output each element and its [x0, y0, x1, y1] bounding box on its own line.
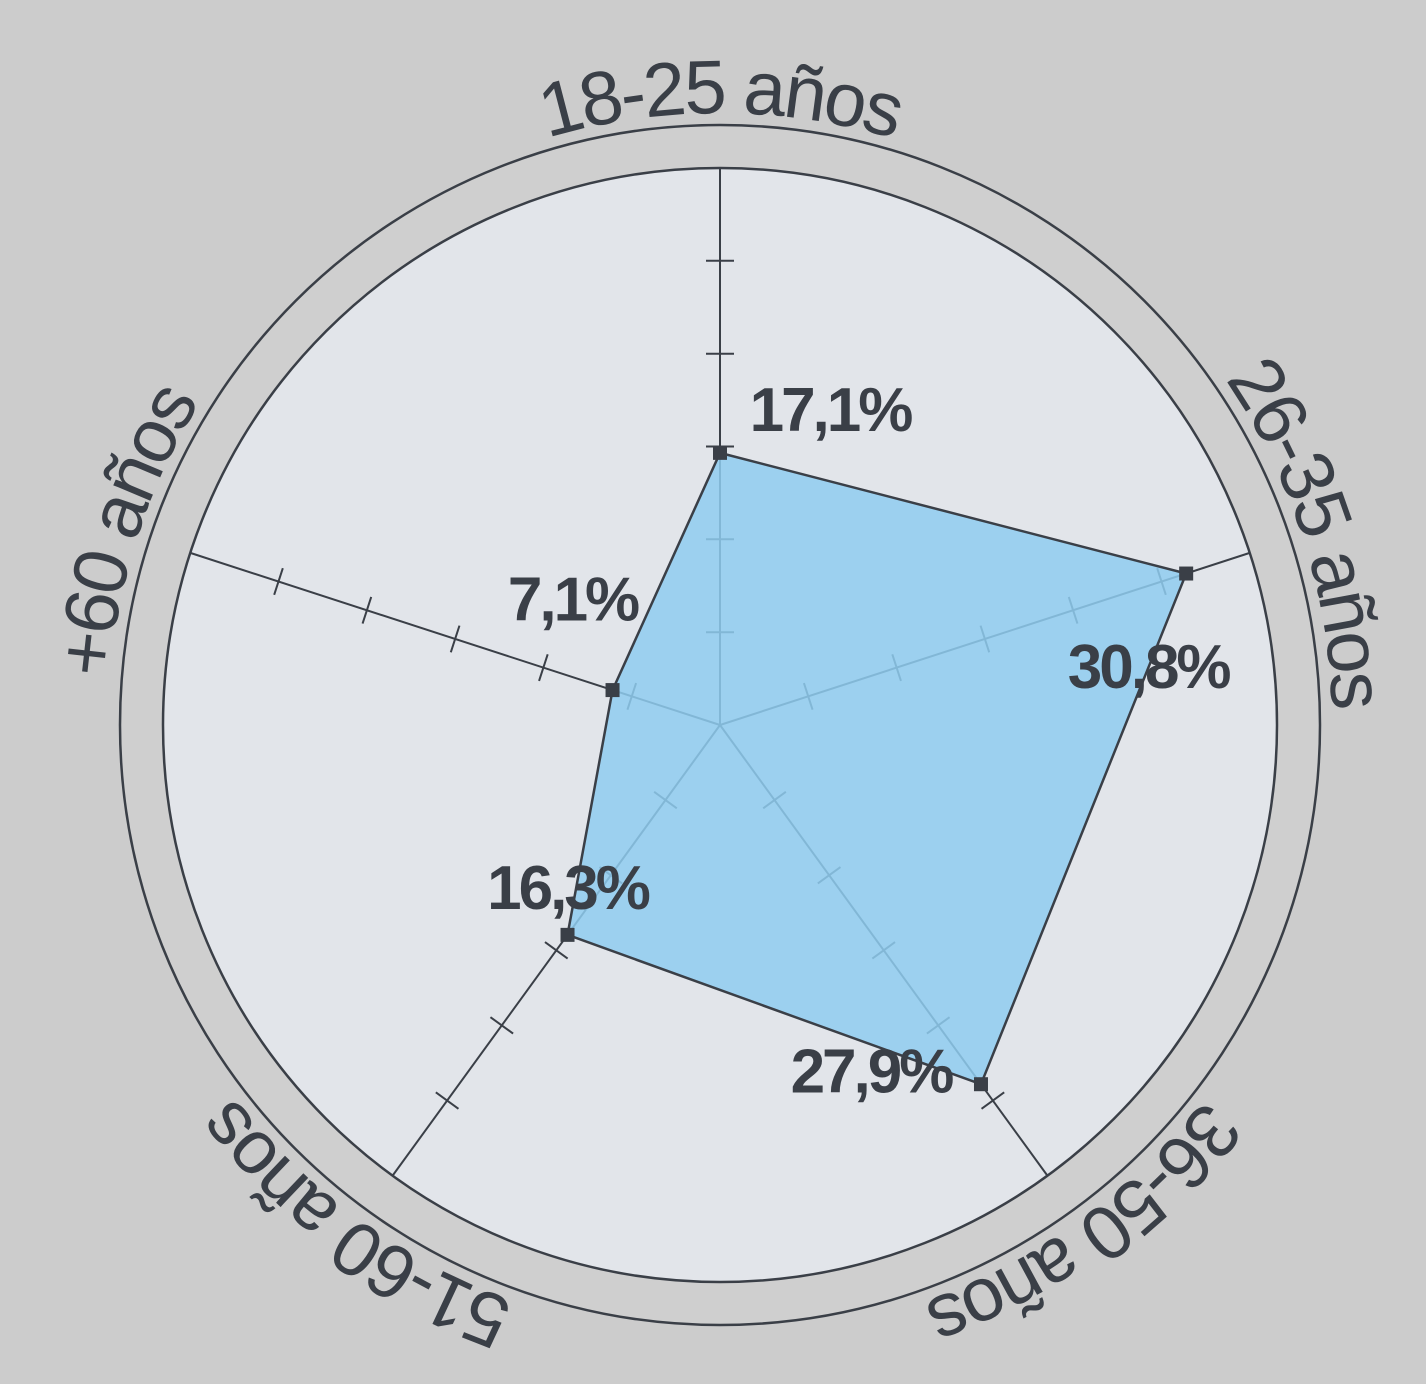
point-marker [713, 445, 727, 460]
value-label: 27,9% [791, 1038, 954, 1107]
point-marker [605, 683, 620, 698]
value-label: 7,1% [508, 565, 639, 634]
tick-mark [435, 1091, 460, 1110]
tick-mark [980, 1091, 1005, 1110]
point-marker [560, 927, 575, 942]
value-label: 30,8% [1068, 633, 1231, 702]
tick-mark [489, 1016, 514, 1035]
radar-area [566, 451, 1188, 1086]
point-marker [1179, 566, 1194, 581]
tick-mark [538, 653, 549, 682]
tick-mark [273, 567, 284, 596]
value-label: 16,3% [487, 854, 650, 923]
point-marker [973, 1077, 988, 1092]
value-label: 17,1% [750, 376, 913, 445]
tick-mark [449, 625, 461, 653]
tick-mark [544, 941, 569, 960]
tick-mark [361, 596, 373, 624]
